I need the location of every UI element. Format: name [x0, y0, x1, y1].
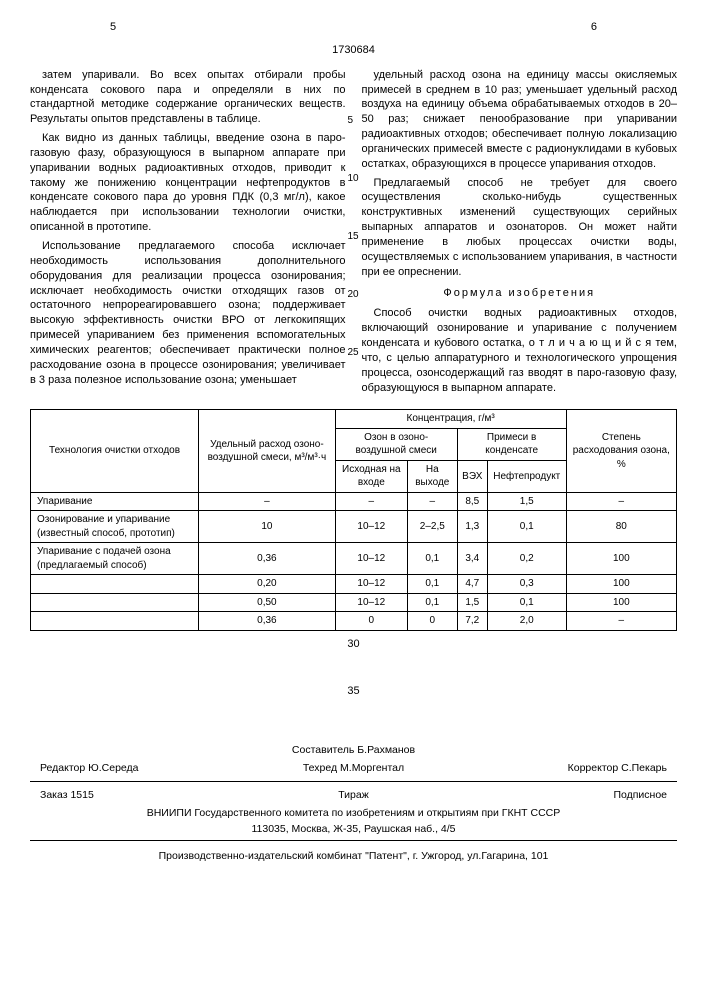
doc-number: 1730684 [30, 43, 677, 68]
table-cell: – [566, 612, 676, 631]
divider-2 [30, 840, 677, 841]
marker-30: 30 [30, 631, 677, 654]
table-row: Упаривание с подачей озона (предлагаемый… [31, 543, 677, 575]
table-cell: 0,2 [487, 543, 566, 575]
table-cell: 0,1 [487, 593, 566, 612]
left-p2: Как видно из данных таблицы, введение оз… [30, 131, 346, 235]
th-degree: Степень расходования озона, % [566, 410, 676, 493]
table-cell: 0,1 [487, 511, 566, 543]
table-cell: 0,50 [199, 593, 336, 612]
line-marker-25: 25 [348, 346, 359, 360]
table-cell [31, 612, 199, 631]
table-cell: 2,0 [487, 612, 566, 631]
right-p2: Предлагаемый способ не требует для своег… [362, 176, 678, 280]
right-column: 5 10 15 20 25 удельный расход озона на е… [362, 68, 678, 400]
th-vex: ВЭХ [457, 460, 487, 492]
th-rate: Удельный расход озоно-воздушной смеси, м… [199, 410, 336, 493]
corrector-label: Корректор [568, 762, 619, 774]
credits-block: Составитель Б.Рахманов Редактор Ю.Середа… [30, 741, 677, 864]
table-cell: 2–2,5 [407, 511, 457, 543]
th-out: На выходе [407, 460, 457, 492]
table-row: 0,2010–120,14,70,3100 [31, 575, 677, 594]
th-oil: Нефтепродукт [487, 460, 566, 492]
table-cell: – [407, 492, 457, 511]
th-ozone: Озон в озоно-воздушной смеси [335, 428, 457, 460]
table-cell: – [566, 492, 676, 511]
table-row: Озонирование и упаривание (известный спо… [31, 511, 677, 543]
right-p3: Способ очистки водных радиоактивных отхо… [362, 306, 678, 395]
table-cell: 10 [199, 511, 336, 543]
table-cell: 10–12 [335, 575, 407, 594]
marker-35: 35 [30, 654, 677, 701]
addr-line: 113035, Москва, Ж-35, Раушская наб., 4/5 [30, 822, 677, 836]
page-numbers: 5 6 [30, 20, 677, 43]
table-cell: Упаривание с подачей озона (предлагаемый… [31, 543, 199, 575]
table-cell: 0,36 [199, 543, 336, 575]
table-cell: 0,1 [407, 575, 457, 594]
line-marker-15: 15 [348, 230, 359, 244]
right-p1: удельный расход озона на единицу массы о… [362, 68, 678, 172]
table-cell: 1,3 [457, 511, 487, 543]
table-cell: Упаривание [31, 492, 199, 511]
table-cell: 0,3 [487, 575, 566, 594]
table-cell: 8,5 [457, 492, 487, 511]
table-cell: 3,4 [457, 543, 487, 575]
table-row: Упаривание–––8,51,5– [31, 492, 677, 511]
table-cell: 100 [566, 575, 676, 594]
left-column: затем упаривали. Во всех опытах отбирали… [30, 68, 346, 400]
table-cell: 0,36 [199, 612, 336, 631]
page-num-left: 5 [110, 20, 116, 35]
left-p1: затем упаривали. Во всех опытах отбирали… [30, 68, 346, 127]
table-cell: 80 [566, 511, 676, 543]
divider-1 [30, 781, 677, 782]
org-line: ВНИИПИ Государственного комитета по изоб… [30, 806, 677, 820]
table-cell: 10–12 [335, 593, 407, 612]
table-cell: – [199, 492, 336, 511]
table-cell: 0 [407, 612, 457, 631]
th-conc: Концентрация, г/м³ [335, 410, 566, 429]
line-marker-20: 20 [348, 288, 359, 302]
techred: М.Моргентал [340, 762, 404, 774]
formula-title: Формула изобретения [362, 286, 678, 301]
table-cell: 1,5 [457, 593, 487, 612]
left-p3: Использование предлагаемого способа искл… [30, 239, 346, 387]
table-row: 0,5010–120,11,50,1100 [31, 593, 677, 612]
table-cell: – [335, 492, 407, 511]
th-impur: Примеси в конденсате [457, 428, 566, 460]
table-cell: 0,1 [407, 593, 457, 612]
table-cell: 0 [335, 612, 407, 631]
compiler: Б.Рахманов [357, 744, 415, 756]
th-in: Исходная на входе [335, 460, 407, 492]
th-tech: Технология очистки отходов [31, 410, 199, 493]
page-num-right: 6 [591, 20, 597, 35]
table-cell [31, 575, 199, 594]
table-cell: 0,1 [407, 543, 457, 575]
line-marker-10: 10 [348, 172, 359, 186]
table-cell: 100 [566, 543, 676, 575]
techred-label: Техред [303, 762, 337, 774]
pub-line: Производственно-издательский комбинат "П… [30, 849, 677, 863]
table-row: 0,36007,22,0– [31, 612, 677, 631]
table-cell: 7,2 [457, 612, 487, 631]
table-cell: 10–12 [335, 543, 407, 575]
order: Заказ 1515 [40, 788, 249, 802]
editor-label: Редактор [40, 762, 85, 774]
subscr: Подписное [458, 788, 667, 802]
results-table: Технология очистки отходов Удельный расх… [30, 409, 677, 631]
table-cell: 10–12 [335, 511, 407, 543]
editor: Ю.Середа [88, 762, 138, 774]
table-cell [31, 593, 199, 612]
body-columns: затем упаривали. Во всех опытах отбирали… [30, 68, 677, 400]
table-cell: 100 [566, 593, 676, 612]
table-cell: 1,5 [487, 492, 566, 511]
corrector: С.Пекарь [621, 762, 667, 774]
table-cell: 0,20 [199, 575, 336, 594]
compiler-label: Составитель [292, 744, 354, 756]
table-cell: 4,7 [457, 575, 487, 594]
line-marker-5: 5 [348, 114, 354, 128]
table-cell: Озонирование и упаривание (известный спо… [31, 511, 199, 543]
tiraz: Тираж [249, 788, 458, 802]
